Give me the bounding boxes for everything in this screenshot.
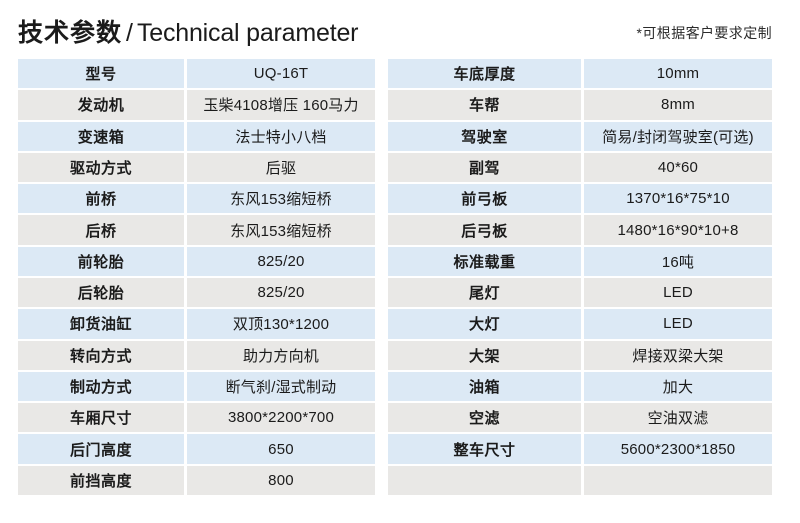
- table-row: 后弓板 1480*16*90*10+8: [388, 215, 772, 245]
- page-title: 技术参数 / Technical parameter: [18, 14, 358, 52]
- spec-label: 制动方式: [18, 371, 184, 402]
- spec-label: 车帮: [388, 90, 581, 120]
- table-row: 后桥 东风153缩短桥: [18, 215, 375, 245]
- customization-note: *可根据客户要求定制: [636, 25, 772, 41]
- spec-label: 发动机: [18, 90, 184, 120]
- spec-value: 5600*2300*1850: [584, 434, 772, 464]
- spec-value: UQ-16T: [187, 59, 375, 89]
- spec-label: 后门高度: [18, 434, 184, 464]
- spec-label: 后桥: [18, 215, 184, 245]
- spec-label: 型号: [18, 59, 184, 89]
- spec-value: 825/20: [187, 246, 375, 276]
- spec-label: 油箱: [388, 371, 581, 402]
- spec-value: 3800*2200*700: [187, 403, 375, 433]
- table-row: 整车尺寸 5600*2300*1850: [388, 434, 772, 464]
- spec-value: 40*60: [584, 152, 772, 183]
- table-row: 制动方式 断气刹/湿式制动: [18, 371, 375, 402]
- spec-tables: 型号 UQ-16T 发动机 玉柴4108增压 160马力 变速箱 法士特小八档 驱动方式 后驱…: [18, 59, 772, 495]
- spec-value: 助力方向机: [187, 340, 375, 370]
- page-title-separator: /: [126, 19, 133, 47]
- spec-label: 卸货油缸: [18, 309, 184, 339]
- spec-label: [388, 465, 581, 495]
- spec-value: 双顶130*1200: [187, 309, 375, 339]
- spec-value: LED: [584, 277, 772, 308]
- spec-table-left: 型号 UQ-16T 发动机 玉柴4108增压 160马力 变速箱 法士特小八档 驱动方式 后驱…: [18, 59, 375, 495]
- spec-label: 大架: [388, 340, 581, 370]
- spec-value: [584, 465, 772, 495]
- table-row: 副驾 40*60: [388, 152, 772, 183]
- spec-label: 驾驶室: [388, 121, 581, 151]
- spec-value: 空油双滤: [584, 403, 772, 433]
- spec-value: 断气刹/湿式制动: [187, 371, 375, 402]
- table-row: 后轮胎 825/20: [18, 277, 375, 308]
- table-row: 车帮 8mm: [388, 90, 772, 120]
- spec-value: LED: [584, 309, 772, 339]
- table-row: [388, 465, 772, 495]
- table-row: 尾灯 LED: [388, 277, 772, 308]
- spec-value: 加大: [584, 371, 772, 402]
- table-row: 大灯 LED: [388, 309, 772, 339]
- spec-value: 焊接双梁大架: [584, 340, 772, 370]
- spec-label: 大灯: [388, 309, 581, 339]
- spec-label: 整车尺寸: [388, 434, 581, 464]
- spec-value: 10mm: [584, 59, 772, 89]
- spec-value: 1480*16*90*10+8: [584, 215, 772, 245]
- spec-value: 法士特小八档: [187, 121, 375, 151]
- table-row: 后门高度 650: [18, 434, 375, 464]
- spec-label: 后轮胎: [18, 277, 184, 308]
- spec-label: 前桥: [18, 184, 184, 214]
- table-row: 变速箱 法士特小八档: [18, 121, 375, 151]
- spec-label: 标准载重: [388, 246, 581, 276]
- spec-label: 驱动方式: [18, 152, 184, 183]
- spec-value: 16吨: [584, 246, 772, 276]
- page-header: 技术参数 / Technical parameter *可根据客户要求定制: [18, 14, 782, 54]
- table-row: 前挡高度 800: [18, 465, 375, 495]
- spec-value: 650: [187, 434, 375, 464]
- spec-label: 车厢尺寸: [18, 403, 184, 433]
- table-row: 转向方式 助力方向机: [18, 340, 375, 370]
- spec-label: 尾灯: [388, 277, 581, 308]
- spec-label: 车底厚度: [388, 59, 581, 89]
- table-row: 空滤 空油双滤: [388, 403, 772, 433]
- spec-value: 简易/封闭驾驶室(可选): [584, 121, 772, 151]
- spec-value: 8mm: [584, 90, 772, 120]
- table-row: 发动机 玉柴4108增压 160马力: [18, 90, 375, 120]
- spec-value: 东风153缩短桥: [187, 184, 375, 214]
- table-row: 大架 焊接双梁大架: [388, 340, 772, 370]
- spec-value: 1370*16*75*10: [584, 184, 772, 214]
- spec-label: 前挡高度: [18, 465, 184, 495]
- spec-table-right: 车底厚度 10mm 车帮 8mm 驾驶室 简易/封闭驾驶室(可选) 副驾 40*60 前弓板 13…: [388, 59, 772, 495]
- spec-value: 800: [187, 465, 375, 495]
- spec-label: 副驾: [388, 152, 581, 183]
- page-title-en: Technical parameter: [136, 19, 359, 47]
- spec-label: 前弓板: [388, 184, 581, 214]
- spec-value: 825/20: [187, 277, 375, 308]
- table-row: 前轮胎 825/20: [18, 246, 375, 276]
- table-row: 型号 UQ-16T: [18, 59, 375, 89]
- spec-value: 玉柴4108增压 160马力: [187, 90, 375, 120]
- table-row: 前弓板 1370*16*75*10: [388, 184, 772, 214]
- table-row: 油箱 加大: [388, 371, 772, 402]
- spec-value: 后驱: [187, 152, 375, 183]
- table-row: 驱动方式 后驱: [18, 152, 375, 183]
- spec-value: 东风153缩短桥: [187, 215, 375, 245]
- spec-label: 前轮胎: [18, 246, 184, 276]
- spec-label: 变速箱: [18, 121, 184, 151]
- table-row: 卸货油缸 双顶130*1200: [18, 309, 375, 339]
- spec-label: 空滤: [388, 403, 581, 433]
- table-row: 车厢尺寸 3800*2200*700: [18, 403, 375, 433]
- table-row: 车底厚度 10mm: [388, 59, 772, 89]
- table-row: 前桥 东风153缩短桥: [18, 184, 375, 214]
- spec-label: 转向方式: [18, 340, 184, 370]
- spec-label: 后弓板: [388, 215, 581, 245]
- table-row: 驾驶室 简易/封闭驾驶室(可选): [388, 121, 772, 151]
- table-row: 标准载重 16吨: [388, 246, 772, 276]
- page-title-cn: 技术参数: [18, 19, 123, 47]
